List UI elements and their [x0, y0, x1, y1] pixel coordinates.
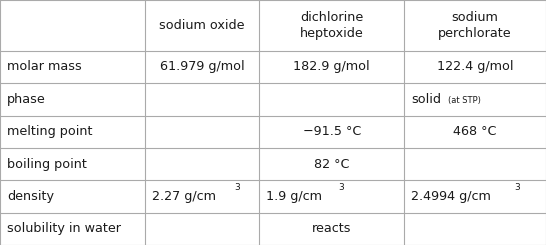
Text: sodium
perchlorate: sodium perchlorate	[438, 11, 512, 40]
Text: 182.9 g/mol: 182.9 g/mol	[293, 61, 370, 74]
Text: 3: 3	[514, 183, 520, 192]
Text: melting point: melting point	[7, 125, 93, 138]
Text: 82 °C: 82 °C	[314, 158, 349, 171]
Text: solid: solid	[411, 93, 441, 106]
Text: dichlorine
heptoxide: dichlorine heptoxide	[300, 11, 364, 40]
Text: 2.27 g/cm: 2.27 g/cm	[152, 190, 216, 203]
Text: 3: 3	[339, 183, 345, 192]
Text: 3: 3	[234, 183, 240, 192]
Text: 1.9 g/cm: 1.9 g/cm	[266, 190, 323, 203]
Text: reacts: reacts	[312, 222, 352, 235]
Text: 61.979 g/mol: 61.979 g/mol	[160, 61, 244, 74]
Text: sodium oxide: sodium oxide	[159, 19, 245, 32]
Text: 2.4994 g/cm: 2.4994 g/cm	[411, 190, 491, 203]
Text: 122.4 g/mol: 122.4 g/mol	[437, 61, 513, 74]
Text: 468 °C: 468 °C	[453, 125, 497, 138]
Text: −91.5 °C: −91.5 °C	[302, 125, 361, 138]
Text: boiling point: boiling point	[7, 158, 87, 171]
Text: (at STP): (at STP)	[448, 96, 481, 105]
Text: density: density	[7, 190, 54, 203]
Text: solubility in water: solubility in water	[7, 222, 121, 235]
Text: molar mass: molar mass	[7, 61, 82, 74]
Text: phase: phase	[7, 93, 46, 106]
